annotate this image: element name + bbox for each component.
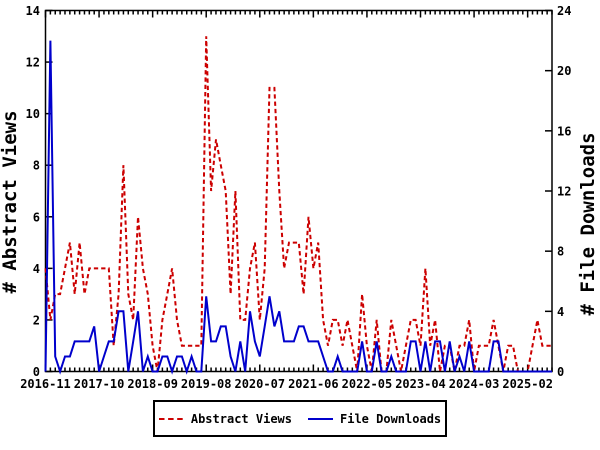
y-left-tick-label: 14 <box>26 4 40 18</box>
x-tick-label: 2022-05 <box>342 377 393 391</box>
y-left-tick-label: 2 <box>33 313 40 327</box>
left-axis-title: # Abstract Views <box>0 110 21 294</box>
right-axis-title: # File Downloads <box>577 132 599 316</box>
x-tick-label: 2019-08 <box>181 377 232 391</box>
legend-label-abstract-views: Abstract Views <box>190 411 292 426</box>
y-right-tick-label: 12 <box>557 185 571 199</box>
legend: Abstract Views File Downloads <box>153 400 447 437</box>
x-tick-label: 2018-09 <box>127 377 178 391</box>
y-left-tick-label: 0 <box>33 365 40 379</box>
y-right-tick-label: 16 <box>557 124 571 138</box>
legend-label-file-downloads: File Downloads <box>340 411 442 426</box>
y-right-tick-label: 24 <box>557 4 571 18</box>
dashed-line-sample-icon <box>158 417 184 420</box>
y-left-tick-label: 6 <box>33 210 40 224</box>
solid-line-sample-icon <box>308 417 333 420</box>
legend-entry-file-downloads: File Downloads <box>308 412 441 426</box>
y-left-tick-label: 10 <box>26 107 40 121</box>
x-tick-label: 2024-03 <box>449 377 500 391</box>
y-left-tick-label: 8 <box>33 159 40 173</box>
y-left-tick-label: 12 <box>26 56 40 70</box>
x-tick-label: 2021-06 <box>288 377 339 391</box>
abstract-views-line <box>44 36 552 373</box>
y-right-tick-label: 8 <box>557 245 564 259</box>
y-left-tick-label: 4 <box>33 262 40 276</box>
x-tick-label: 2025-02 <box>502 377 553 391</box>
y-right-tick-label: 20 <box>557 64 571 78</box>
legend-entry-abstract-views: Abstract Views <box>158 411 292 426</box>
x-tick-label: 2023-04 <box>395 377 446 391</box>
x-tick-label: 2017-10 <box>74 377 125 391</box>
y-right-tick-label: 0 <box>557 365 564 379</box>
y-right-tick-label: 4 <box>557 305 564 319</box>
x-tick-label: 2016-11 <box>20 377 71 391</box>
x-tick-label: 2020-07 <box>234 377 285 391</box>
plot-frame <box>44 9 553 373</box>
file-downloads-line <box>44 40 552 375</box>
